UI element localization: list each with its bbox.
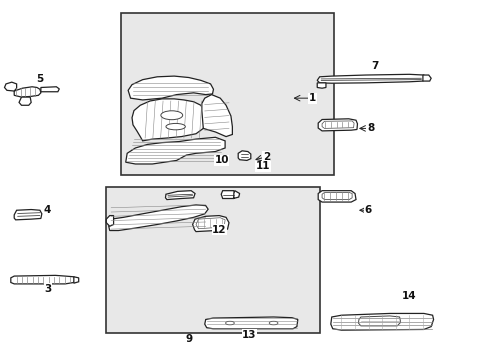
Bar — [106, 187, 319, 333]
Text: 10: 10 — [214, 156, 228, 166]
Ellipse shape — [165, 123, 185, 130]
Polygon shape — [106, 216, 113, 226]
Polygon shape — [19, 97, 31, 105]
Polygon shape — [192, 216, 228, 231]
Polygon shape — [204, 317, 297, 329]
Ellipse shape — [269, 321, 277, 325]
Text: 5: 5 — [36, 73, 43, 84]
Ellipse shape — [161, 111, 183, 120]
Text: 6: 6 — [364, 205, 371, 215]
Polygon shape — [422, 75, 430, 81]
Polygon shape — [108, 205, 208, 230]
Polygon shape — [14, 210, 42, 220]
Polygon shape — [317, 83, 325, 88]
Text: 7: 7 — [371, 61, 378, 71]
Text: 14: 14 — [401, 291, 416, 301]
Polygon shape — [125, 137, 224, 164]
Polygon shape — [128, 76, 213, 100]
Text: 13: 13 — [242, 330, 256, 340]
Polygon shape — [14, 87, 41, 97]
Polygon shape — [322, 193, 351, 199]
Polygon shape — [322, 121, 353, 129]
Text: 9: 9 — [185, 334, 192, 345]
Polygon shape — [4, 82, 17, 91]
Polygon shape — [317, 74, 424, 83]
Polygon shape — [74, 277, 79, 283]
Bar — [121, 13, 333, 175]
Ellipse shape — [225, 321, 234, 325]
Polygon shape — [318, 191, 355, 202]
Text: 3: 3 — [44, 284, 52, 293]
Polygon shape — [11, 275, 75, 284]
Polygon shape — [132, 99, 205, 141]
Text: 2: 2 — [262, 152, 269, 162]
Polygon shape — [238, 151, 250, 161]
Polygon shape — [165, 191, 195, 199]
Polygon shape — [233, 191, 239, 198]
Polygon shape — [196, 218, 224, 229]
Polygon shape — [221, 191, 234, 198]
Polygon shape — [358, 316, 400, 326]
Polygon shape — [41, 87, 59, 92]
Polygon shape — [318, 119, 357, 131]
Polygon shape — [330, 314, 433, 330]
Text: 4: 4 — [43, 205, 51, 215]
Text: 11: 11 — [255, 162, 270, 171]
Text: 1: 1 — [308, 93, 315, 103]
Text: 8: 8 — [366, 123, 373, 134]
Text: 12: 12 — [212, 225, 226, 235]
Polygon shape — [202, 95, 232, 136]
